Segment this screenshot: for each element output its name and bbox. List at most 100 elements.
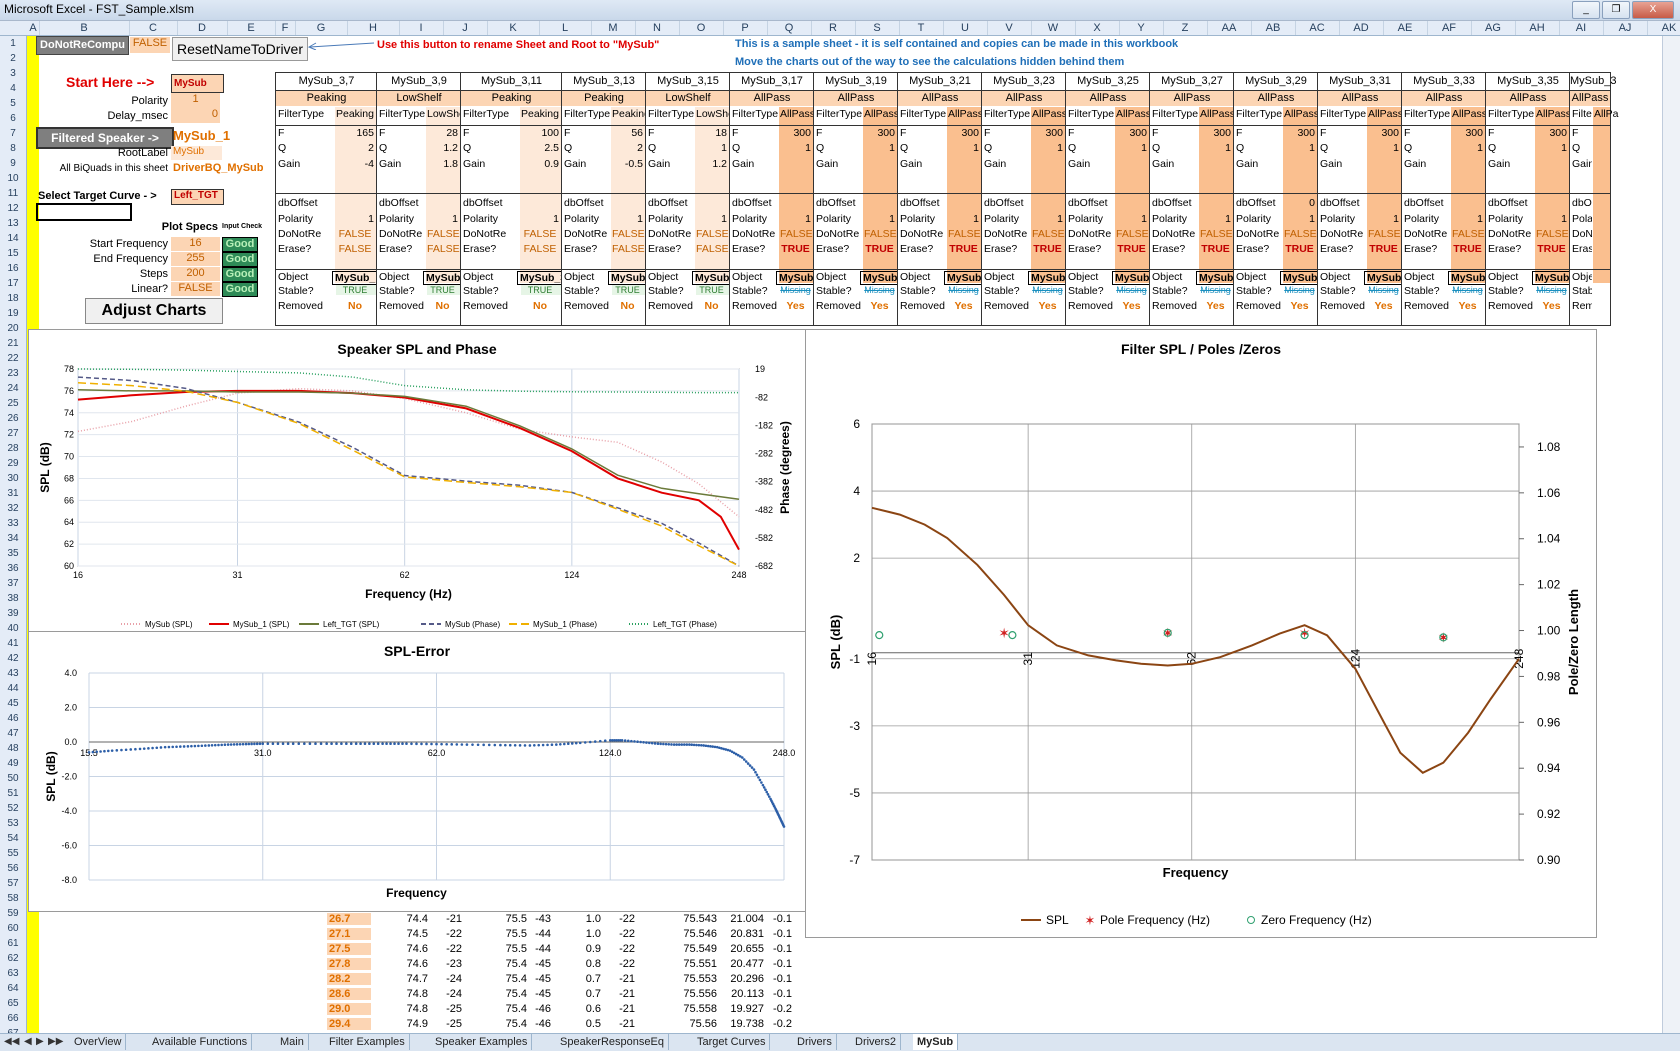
filter-value[interactable]: 300	[1297, 127, 1315, 139]
filter-value[interactable]: TRUE	[1369, 243, 1398, 255]
rootlabel-value[interactable]: MySub	[171, 146, 222, 160]
data-cell[interactable]: -22	[446, 943, 462, 955]
row-header-cell[interactable]: 24	[7, 383, 19, 394]
filter-value[interactable]: 1	[637, 213, 643, 225]
data-cell[interactable]: 27.8	[327, 958, 371, 970]
row-header-cell[interactable]: 21	[7, 338, 19, 349]
data-cell[interactable]: 75.5	[505, 913, 527, 925]
filter-value[interactable]: FALSE	[780, 228, 813, 240]
filter-value[interactable]: 1.8	[443, 158, 458, 170]
row-header-cell[interactable]: 64	[7, 983, 19, 994]
vertical-scrollbar[interactable]	[1662, 36, 1680, 1036]
sheet-tab[interactable]: Drivers2	[851, 1034, 901, 1050]
sheet-tab[interactable]: Speaker Examples	[431, 1034, 533, 1050]
row-header-cell[interactable]: 44	[7, 683, 19, 694]
dnrc-value[interactable]: FALSE	[130, 37, 170, 53]
row-header-cell[interactable]: 52	[7, 803, 19, 814]
last-sheet-icon[interactable]: ▶▶	[48, 1036, 64, 1047]
steps-value[interactable]: 200	[171, 267, 220, 281]
filter-value[interactable]: 1.2	[712, 158, 727, 170]
filter-value[interactable]: 300	[1549, 127, 1567, 139]
data-cell[interactable]: 75.551	[683, 958, 717, 970]
data-cell[interactable]: -24	[446, 988, 462, 1000]
data-cell[interactable]: -45	[535, 973, 551, 985]
row-header-cell[interactable]: 63	[7, 968, 19, 979]
restore-button[interactable]: ❐	[1602, 1, 1630, 19]
column-header-cell[interactable]: AB	[1251, 21, 1296, 35]
data-cell[interactable]: -22	[619, 913, 635, 925]
filtered-speaker-button[interactable]: Filtered Speaker ->	[36, 127, 174, 149]
data-cell[interactable]: 0.6	[585, 1003, 601, 1015]
filter-value[interactable]: FALSE	[696, 243, 729, 255]
row-header-cell[interactable]: 25	[7, 398, 19, 409]
filter-value[interactable]: 1	[973, 213, 979, 225]
column-header-cell[interactable]: B	[39, 21, 130, 35]
row-header-cell[interactable]: 55	[7, 848, 19, 859]
row-header-cell[interactable]: 2	[10, 53, 16, 64]
first-sheet-icon[interactable]: ◀◀	[4, 1036, 20, 1047]
filter-value[interactable]: 1	[721, 142, 727, 154]
data-cell[interactable]: 28.6	[327, 988, 371, 1000]
data-cell[interactable]: -21	[619, 988, 635, 1000]
column-header-cell[interactable]: AF	[1427, 21, 1472, 35]
row-header-cell[interactable]: 19	[7, 308, 19, 319]
filter-value[interactable]: FALSE	[864, 228, 897, 240]
target-curve-value[interactable]: Left_TGT	[171, 189, 224, 205]
row-header-cell[interactable]: 53	[7, 818, 19, 829]
polarity-value[interactable]: 1	[171, 93, 220, 108]
row-header-cell[interactable]: 16	[7, 263, 19, 274]
row-header-cell[interactable]: 56	[7, 863, 19, 874]
sheet-tab[interactable]: Filter Examples	[325, 1034, 410, 1050]
data-cell[interactable]: 74.7	[406, 973, 428, 985]
data-cell[interactable]: 27.5	[327, 943, 371, 955]
sheet-tab[interactable]: Target Curves	[693, 1034, 771, 1050]
data-cell[interactable]: -46	[535, 1003, 551, 1015]
row-header-cell[interactable]: 28	[7, 443, 19, 454]
data-cell[interactable]: 1.0	[585, 913, 601, 925]
column-header-cell[interactable]: N	[635, 21, 680, 35]
column-header-cell[interactable]: AA	[1207, 21, 1252, 35]
sheet-tab[interactable]: OverView	[70, 1034, 127, 1050]
column-header-cell[interactable]: AI	[1559, 21, 1604, 35]
column-header-cell[interactable]: C	[129, 21, 178, 35]
filter-value[interactable]: 300	[961, 127, 979, 139]
sheet-tab[interactable]: Available Functions	[148, 1034, 253, 1050]
filter-value[interactable]: TRUE	[1537, 243, 1566, 255]
data-cell[interactable]: -0.2	[773, 1018, 792, 1030]
prev-sheet-icon[interactable]: ◀	[24, 1036, 32, 1047]
sheet-tab[interactable]: Drivers	[793, 1034, 837, 1050]
row-header-cell[interactable]: 43	[7, 668, 19, 679]
data-cell[interactable]: -22	[619, 958, 635, 970]
data-cell[interactable]: 75.4	[505, 973, 527, 985]
row-header-cell[interactable]: 9	[10, 158, 16, 169]
data-cell[interactable]: 28.2	[327, 973, 371, 985]
filter-value[interactable]: FALSE	[612, 243, 645, 255]
row-header-cell[interactable]: 47	[7, 728, 19, 739]
row-header-cell[interactable]: 18	[7, 293, 19, 304]
filter-value[interactable]: 300	[793, 127, 811, 139]
column-header-cell[interactable]: AD	[1339, 21, 1384, 35]
column-header-cell[interactable]: A	[27, 21, 40, 35]
row-header-cell[interactable]: 30	[7, 473, 19, 484]
data-cell[interactable]: -0.2	[773, 1003, 792, 1015]
filter-value[interactable]: FALSE	[427, 228, 460, 240]
filter-value[interactable]: FALSE	[612, 228, 645, 240]
row-header-cell[interactable]: 62	[7, 953, 19, 964]
row-header-cell[interactable]: 34	[7, 533, 19, 544]
row-header-cell[interactable]: 23	[7, 368, 19, 379]
data-cell[interactable]: 75.546	[683, 928, 717, 940]
column-header-cell[interactable]: L	[539, 21, 592, 35]
filter-value[interactable]: 2	[368, 142, 374, 154]
row-header-cell[interactable]: 66	[7, 1013, 19, 1024]
row-header-cell[interactable]: 49	[7, 758, 19, 769]
data-cell[interactable]: 74.8	[406, 1003, 428, 1015]
filter-value[interactable]: FALSE	[1536, 228, 1569, 240]
data-cell[interactable]: 19.927	[730, 1003, 764, 1015]
column-header-cell[interactable]: AE	[1383, 21, 1428, 35]
filter-value[interactable]: FALSE	[338, 228, 372, 240]
filter-value[interactable]: 2.5	[544, 142, 559, 154]
data-cell[interactable]: -0.1	[773, 958, 792, 970]
selected-cell[interactable]	[36, 203, 132, 221]
row-header-cell[interactable]: 38	[7, 593, 19, 604]
start-freq-value[interactable]: 16	[171, 237, 220, 251]
